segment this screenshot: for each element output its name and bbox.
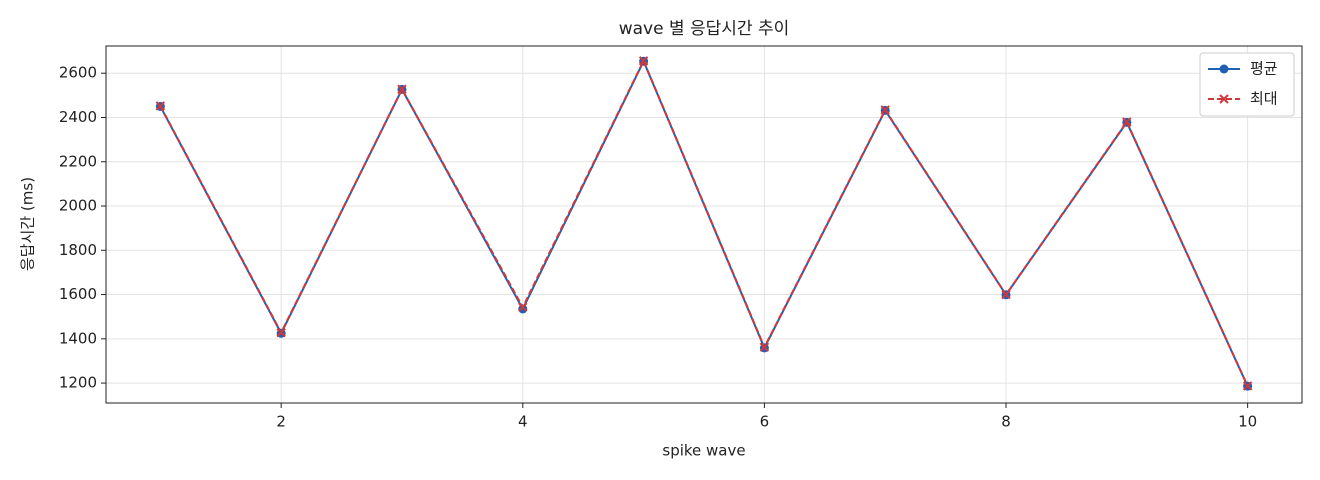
y-tick-label: 2600	[59, 64, 97, 82]
point	[880, 105, 890, 115]
point	[1242, 381, 1253, 391]
legend-marker	[1219, 94, 1229, 104]
chart-title: wave 별 응답시간 추이	[619, 19, 790, 39]
x-tick-label: 4	[518, 413, 528, 431]
point	[1001, 289, 1011, 300]
y-tick-label: 1400	[59, 329, 97, 347]
legend-marker	[1219, 64, 1229, 74]
point	[759, 342, 770, 352]
point	[397, 84, 407, 94]
point	[518, 302, 528, 312]
x-tick-label: 6	[760, 413, 770, 431]
legend-box	[1199, 52, 1295, 117]
series-line	[159, 58, 1249, 387]
y-tick-label: 1200	[59, 374, 97, 392]
y-tick-label: 2400	[59, 108, 97, 126]
point	[1122, 117, 1132, 127]
point	[276, 327, 286, 338]
point	[638, 56, 649, 66]
y-axis-label: 응답시간 (ms)	[19, 177, 37, 271]
point	[155, 101, 166, 111]
y-tick-label: 1800	[59, 241, 97, 259]
x-tick-label: 8	[1001, 413, 1011, 431]
x-tick-label: 10	[1238, 413, 1257, 431]
x-axis-label: spike wave	[662, 442, 745, 460]
legend-label: 평균	[1250, 60, 1278, 78]
y-tick-label: 2200	[59, 152, 97, 170]
series-line	[159, 58, 1249, 387]
x-tick-label: 2	[276, 413, 286, 431]
y-tick-label: 1600	[59, 285, 97, 303]
legend-label: 최대	[1250, 90, 1278, 108]
plot-frame	[105, 45, 1303, 404]
y-tick-label: 2000	[59, 197, 97, 215]
